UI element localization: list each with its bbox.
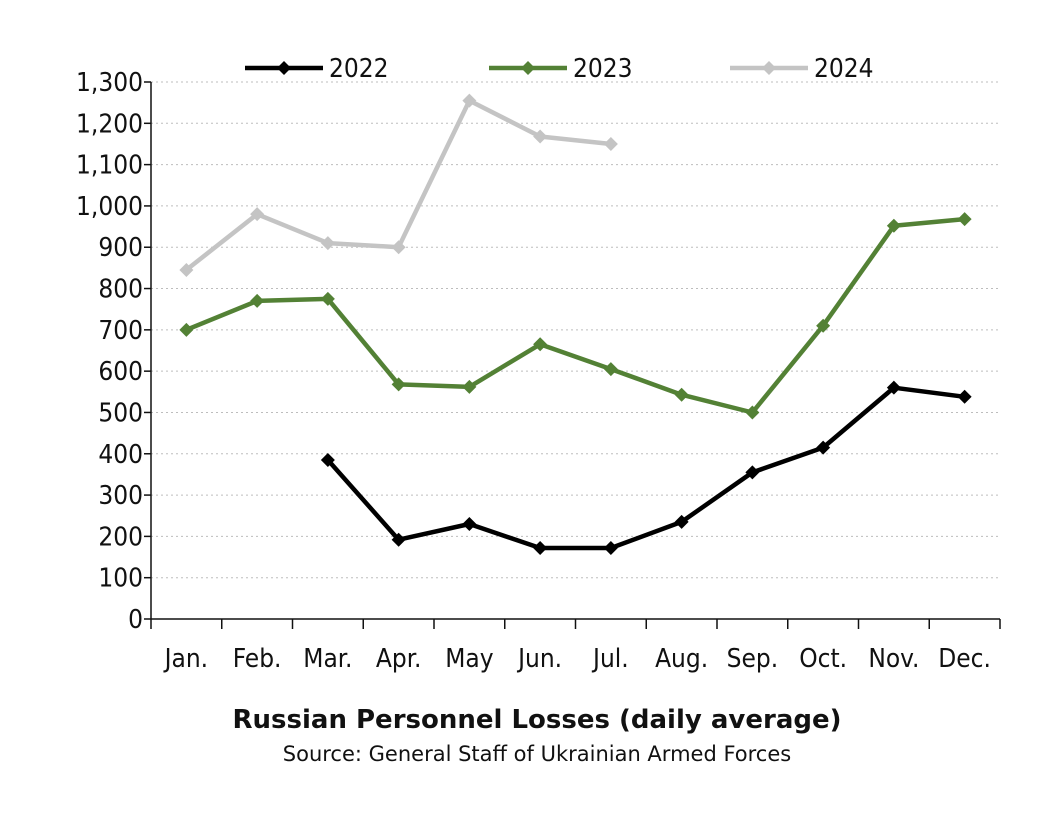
x-tick-label: Sep.: [727, 644, 779, 674]
y-tick-label: 600: [98, 357, 143, 387]
x-tick-label: Nov.: [868, 644, 919, 674]
data-point: [462, 516, 477, 531]
y-tick-label: 1,200: [76, 109, 143, 139]
data-point: [250, 293, 265, 308]
data-point: [674, 387, 689, 402]
data-point: [320, 236, 335, 251]
series-line-2022: [326, 385, 965, 551]
data-point: [533, 337, 548, 352]
data-point: [957, 212, 972, 227]
series-line-2023: [185, 216, 965, 415]
x-tick-label: Jan.: [163, 644, 208, 674]
chart-title: Russian Personnel Losses (daily average): [233, 705, 842, 735]
legend-entry-2024: 2024: [730, 54, 874, 84]
y-tick-label: 1,300: [76, 68, 143, 98]
legend-entry-2023: 2023: [489, 54, 633, 84]
series-2023: [179, 212, 972, 420]
x-tick-label: Feb.: [233, 644, 282, 674]
x-tick-label: Jul.: [591, 644, 629, 674]
x-axis-tick-labels: Jan. Feb. Mar. Apr. May Jun. Jul. Aug. Sep. Oct. N…: [163, 644, 991, 674]
data-point: [886, 218, 901, 233]
data-point: [745, 465, 760, 480]
x-tick-label: Mar.: [303, 644, 352, 674]
data-point: [603, 362, 618, 377]
x-tick-label: Jun.: [516, 644, 562, 674]
data-point: [391, 377, 406, 392]
y-tick-label: 900: [98, 233, 143, 263]
data-point: [603, 540, 618, 555]
x-tick-label: Aug.: [655, 644, 708, 674]
y-tick-label: 400: [98, 440, 143, 470]
data-point: [250, 207, 265, 222]
legend-label: 2024: [814, 54, 874, 84]
y-tick-label: 500: [98, 398, 143, 428]
x-tick-label: Oct.: [799, 644, 847, 674]
y-tick-label: 300: [98, 481, 143, 511]
x-tick-label: Dec.: [938, 644, 991, 674]
data-point: [179, 322, 194, 337]
data-point: [320, 452, 335, 467]
axes: [144, 81, 1001, 629]
legend-marker: [277, 61, 291, 75]
y-axis-tick-labels: 0 100 200 300 400 500 600 700 800 900 1,000 1,100 1,…: [76, 68, 143, 635]
y-tick-label: 1,000: [76, 192, 143, 222]
data-point: [745, 405, 760, 420]
y-tick-label: 0: [128, 605, 143, 635]
legend-label: 2023: [573, 54, 633, 84]
data-point: [816, 318, 831, 333]
data-point: [391, 532, 406, 547]
data-point: [462, 379, 477, 394]
data-point: [462, 93, 477, 108]
y-tick-label: 800: [98, 275, 143, 305]
grid-lines: [151, 81, 1000, 579]
y-tick-label: 1,100: [76, 151, 143, 181]
data-point: [391, 240, 406, 255]
legend-marker: [762, 61, 776, 75]
data-point: [816, 440, 831, 455]
data-point: [886, 380, 901, 395]
series-lines: [179, 93, 972, 555]
data-point: [674, 514, 689, 529]
y-tick-label: 200: [98, 522, 143, 552]
legend-label: 2022: [329, 54, 389, 84]
x-tick-label: May: [445, 644, 494, 674]
data-point: [179, 262, 194, 277]
series-2024: [179, 93, 618, 277]
data-point: [603, 136, 618, 151]
data-point: [957, 389, 972, 404]
legend-entry-2022: 2022: [245, 54, 389, 84]
legend: 2022 2023 2024: [245, 54, 874, 84]
y-tick-label: 100: [98, 564, 143, 594]
data-point: [533, 129, 548, 144]
y-tick-label: 700: [98, 316, 143, 346]
chart-subtitle: Source: General Staff of Ukrainian Armed…: [283, 742, 791, 766]
x-tick-label: Apr.: [376, 644, 422, 674]
legend-marker: [521, 61, 535, 75]
data-point: [320, 291, 335, 306]
data-point: [533, 540, 548, 555]
series-2022: [320, 380, 972, 555]
